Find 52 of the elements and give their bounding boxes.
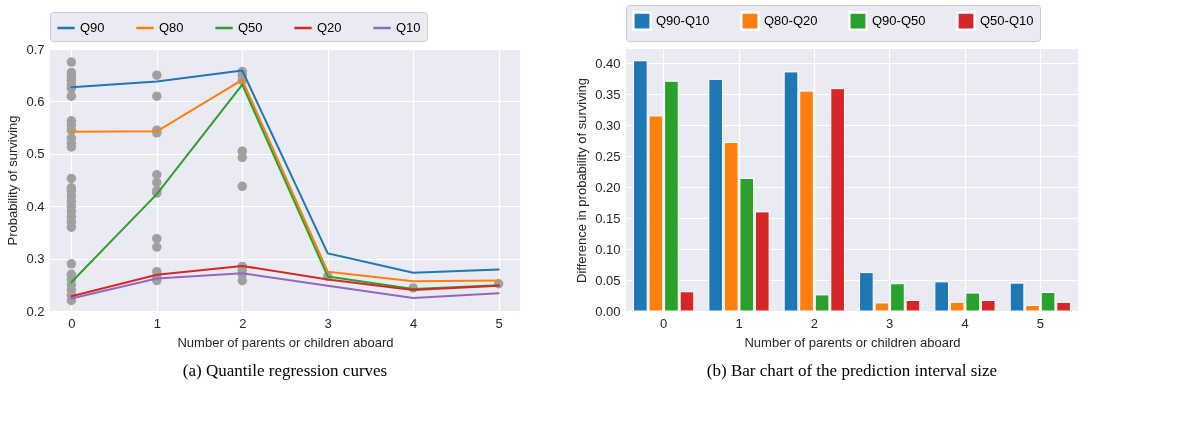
y-tick-label: 0.40 [595, 55, 621, 71]
y-tick-label: 0.5 [26, 146, 45, 162]
x-tick-label: 5 [495, 315, 503, 331]
y-tick-label: 0.25 [595, 148, 621, 164]
text: (a) Quantile regression curves [182, 361, 388, 380]
point [152, 233, 162, 244]
y-tick-label: 0.05 [595, 272, 621, 288]
x-tick-label: 1 [153, 315, 161, 331]
point [66, 173, 77, 184]
legend-label: Q80 [159, 20, 184, 35]
legend-label: Q80-Q20 [764, 13, 818, 29]
legend-label: Q50 [238, 20, 263, 35]
point [66, 259, 77, 269]
point [152, 177, 162, 188]
legend-label: Q90 [80, 20, 105, 35]
x-tick-label: 4 [961, 315, 969, 331]
legend-label: Q10 [396, 20, 421, 35]
point [152, 242, 162, 252]
x-tick-label: 2 [239, 315, 247, 331]
y-axis-title: Difference in probability of surviving [574, 78, 590, 283]
y-tick-label: 0.00 [595, 303, 621, 319]
y-tick-label: 0.3 [26, 251, 45, 267]
text: (b) Bar chart of the prediction interval size [706, 361, 998, 380]
y-tick-label: 0.10 [595, 241, 621, 257]
x-tick-label: 3 [886, 315, 894, 331]
y-tick-label: 0.20 [595, 179, 621, 195]
y-tick-label: 0.35 [595, 86, 621, 102]
y-tick-label: 0.7 [26, 41, 45, 57]
point [66, 57, 77, 67]
point [152, 91, 162, 101]
x-tick-label: 3 [324, 315, 332, 331]
y-tick-label: 0.6 [26, 93, 45, 109]
x-axis-title: Number of parents or children aboard [744, 334, 961, 350]
x-axis-title: Number of parents or children aboard [177, 334, 394, 350]
legend-label: Q90-Q10 [656, 13, 710, 29]
x-tick-label: 0 [68, 315, 76, 331]
legend-label: Q20 [317, 20, 342, 35]
y-axis-title: Probability of surviving [5, 115, 21, 246]
point [152, 70, 162, 80]
y-tick-label: 0.4 [26, 198, 45, 214]
x-tick-label: 5 [1036, 315, 1044, 331]
point [237, 181, 248, 192]
legend-label: Q50-Q10 [980, 13, 1034, 29]
y-tick-label: 0.15 [595, 210, 621, 226]
x-tick-label: 2 [810, 315, 818, 331]
y-tick-label: 0.30 [595, 117, 621, 133]
legend-label: Q90-Q50 [872, 13, 926, 29]
x-tick-label: 0 [660, 315, 668, 331]
point [66, 91, 77, 101]
x-tick-label: 4 [410, 315, 418, 331]
x-tick-label: 1 [735, 315, 743, 331]
y-tick-label: 0.2 [26, 303, 45, 319]
